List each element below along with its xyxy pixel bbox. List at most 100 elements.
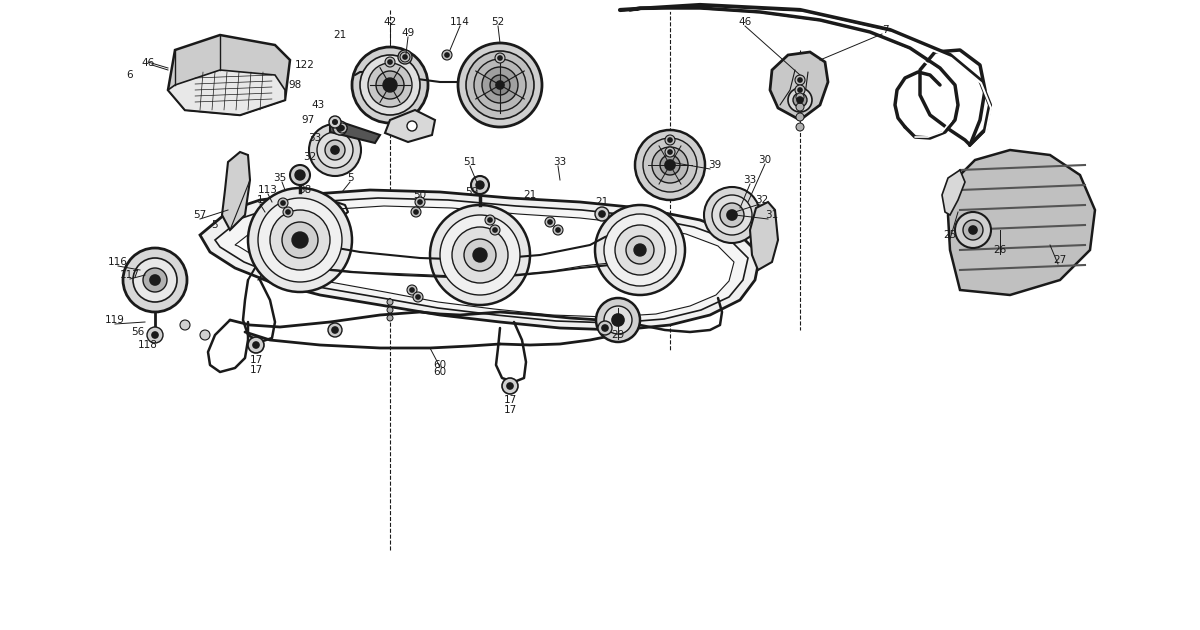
Circle shape	[152, 332, 158, 338]
Circle shape	[290, 165, 310, 185]
Circle shape	[498, 56, 502, 60]
Text: 57: 57	[193, 210, 206, 220]
Polygon shape	[168, 35, 290, 115]
Circle shape	[403, 55, 407, 59]
Circle shape	[604, 306, 632, 334]
Polygon shape	[215, 198, 748, 323]
Circle shape	[798, 78, 802, 82]
Circle shape	[143, 268, 167, 292]
Text: 30: 30	[758, 155, 772, 165]
Circle shape	[386, 307, 394, 313]
Circle shape	[368, 63, 412, 107]
Circle shape	[200, 330, 210, 340]
Circle shape	[602, 325, 608, 331]
Text: 119: 119	[106, 315, 125, 325]
Text: 26: 26	[994, 245, 1007, 255]
Circle shape	[386, 315, 394, 321]
Text: 46: 46	[738, 17, 751, 27]
Circle shape	[270, 210, 330, 270]
Circle shape	[798, 88, 802, 92]
Text: 46: 46	[142, 58, 155, 68]
Circle shape	[473, 248, 487, 262]
Circle shape	[482, 67, 518, 103]
Polygon shape	[235, 206, 734, 317]
Circle shape	[418, 200, 422, 204]
Text: 21: 21	[595, 197, 608, 207]
Circle shape	[496, 81, 504, 89]
Circle shape	[665, 160, 674, 170]
Text: 42: 42	[383, 17, 397, 27]
Text: 33: 33	[743, 175, 757, 185]
Circle shape	[331, 146, 340, 154]
Circle shape	[248, 337, 264, 353]
Circle shape	[635, 130, 706, 200]
Circle shape	[282, 222, 318, 258]
Circle shape	[556, 228, 560, 232]
Circle shape	[466, 51, 534, 119]
Circle shape	[796, 85, 805, 95]
Circle shape	[727, 210, 737, 220]
Circle shape	[720, 203, 744, 227]
Circle shape	[414, 210, 418, 214]
Text: 56: 56	[131, 327, 145, 337]
Polygon shape	[770, 52, 828, 120]
Circle shape	[376, 71, 404, 99]
Text: 17: 17	[250, 365, 263, 375]
Circle shape	[668, 150, 672, 154]
Circle shape	[796, 123, 804, 131]
Text: 59: 59	[466, 187, 479, 197]
Circle shape	[286, 210, 290, 214]
Text: 114: 114	[450, 17, 470, 27]
Circle shape	[400, 52, 410, 62]
Text: 5: 5	[211, 220, 218, 230]
Circle shape	[253, 342, 259, 348]
Text: 32: 32	[304, 152, 317, 162]
Circle shape	[712, 195, 752, 235]
Circle shape	[496, 53, 505, 63]
Circle shape	[442, 50, 452, 60]
Circle shape	[553, 225, 563, 235]
Circle shape	[452, 227, 508, 283]
Circle shape	[464, 239, 496, 271]
Circle shape	[797, 97, 803, 103]
Circle shape	[668, 138, 672, 142]
Circle shape	[545, 217, 554, 227]
Circle shape	[407, 121, 418, 131]
Circle shape	[332, 327, 338, 333]
Circle shape	[133, 258, 178, 302]
Circle shape	[488, 218, 492, 222]
Text: 35: 35	[274, 173, 287, 183]
Text: 43: 43	[311, 100, 325, 110]
Circle shape	[598, 321, 612, 335]
Circle shape	[281, 201, 286, 205]
Circle shape	[970, 226, 977, 234]
Text: 52: 52	[491, 17, 505, 27]
Text: 32: 32	[755, 195, 769, 205]
Polygon shape	[200, 190, 760, 330]
Text: 117: 117	[120, 270, 140, 280]
Circle shape	[490, 75, 510, 95]
Circle shape	[360, 55, 420, 115]
Circle shape	[258, 198, 342, 282]
Text: 116: 116	[108, 257, 128, 267]
Text: 17: 17	[503, 395, 517, 405]
Text: 21: 21	[334, 30, 347, 40]
Circle shape	[430, 205, 530, 305]
Circle shape	[476, 181, 484, 189]
Text: 39: 39	[708, 160, 721, 170]
Circle shape	[383, 78, 397, 92]
Circle shape	[337, 125, 343, 131]
Text: 97: 97	[301, 115, 314, 125]
Circle shape	[340, 126, 344, 130]
Circle shape	[508, 383, 514, 389]
Text: 122: 122	[295, 60, 314, 70]
Polygon shape	[750, 202, 778, 270]
Circle shape	[248, 188, 352, 292]
Text: 27: 27	[1054, 255, 1067, 265]
Circle shape	[329, 116, 341, 128]
Circle shape	[796, 103, 804, 111]
Circle shape	[445, 53, 449, 57]
Circle shape	[415, 197, 425, 207]
Circle shape	[595, 207, 610, 221]
Circle shape	[502, 378, 518, 394]
